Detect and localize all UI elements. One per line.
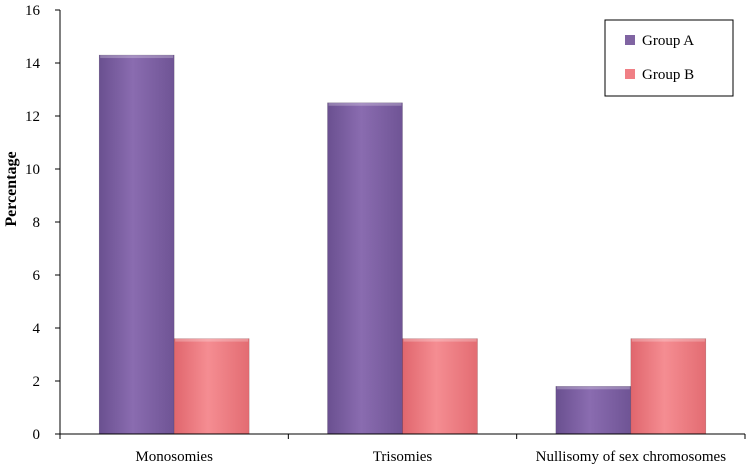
bars — [98, 54, 707, 435]
y-tick-label: 4 — [33, 321, 41, 337]
legend-items: Group A Group B — [625, 33, 694, 83]
y-tick-label: 14 — [25, 56, 41, 72]
bar — [555, 386, 632, 435]
legend-label: Group B — [642, 67, 694, 83]
y-ticks: 0 2 4 6 8 10 12 14 16 — [25, 3, 60, 443]
bar — [327, 102, 403, 435]
x-tick-label: Nullisomy of sex chromosomes — [536, 449, 727, 465]
x-tick-label: Monosomies — [135, 449, 213, 465]
y-tick-label: 8 — [33, 215, 41, 231]
legend-label: Group A — [642, 33, 694, 49]
legend-swatch — [625, 69, 635, 79]
y-tick-label: 0 — [33, 427, 41, 443]
x-tick-label: Trisomies — [373, 449, 433, 465]
y-tick-label: 6 — [33, 268, 41, 284]
plot-area: 0 2 4 6 8 10 12 14 16 Monosomies Trisomies Nulliso… — [25, 3, 746, 465]
y-tick-label: 16 — [25, 3, 41, 19]
bar — [630, 338, 707, 435]
bar-top-bevel — [556, 386, 630, 390]
bar-top-bevel — [175, 338, 249, 342]
y-tick-label: 2 — [33, 374, 41, 390]
legend-swatch — [625, 35, 635, 45]
legend: Group A Group B — [604, 19, 734, 97]
x-ticks: Monosomies Trisomies Nullisomy of sex chro… — [59, 434, 746, 465]
bar-top-bevel — [328, 102, 402, 106]
bar — [98, 54, 175, 435]
bar — [173, 338, 250, 435]
bar-top-bevel — [403, 338, 477, 342]
legend-box — [604, 19, 734, 97]
bar-top-bevel — [631, 338, 705, 342]
y-tick-label: 10 — [25, 162, 40, 178]
y-axis-title: Percentage — [3, 151, 20, 226]
bar — [402, 338, 478, 435]
y-tick-label: 12 — [25, 109, 40, 125]
bar-top-bevel — [100, 55, 174, 59]
